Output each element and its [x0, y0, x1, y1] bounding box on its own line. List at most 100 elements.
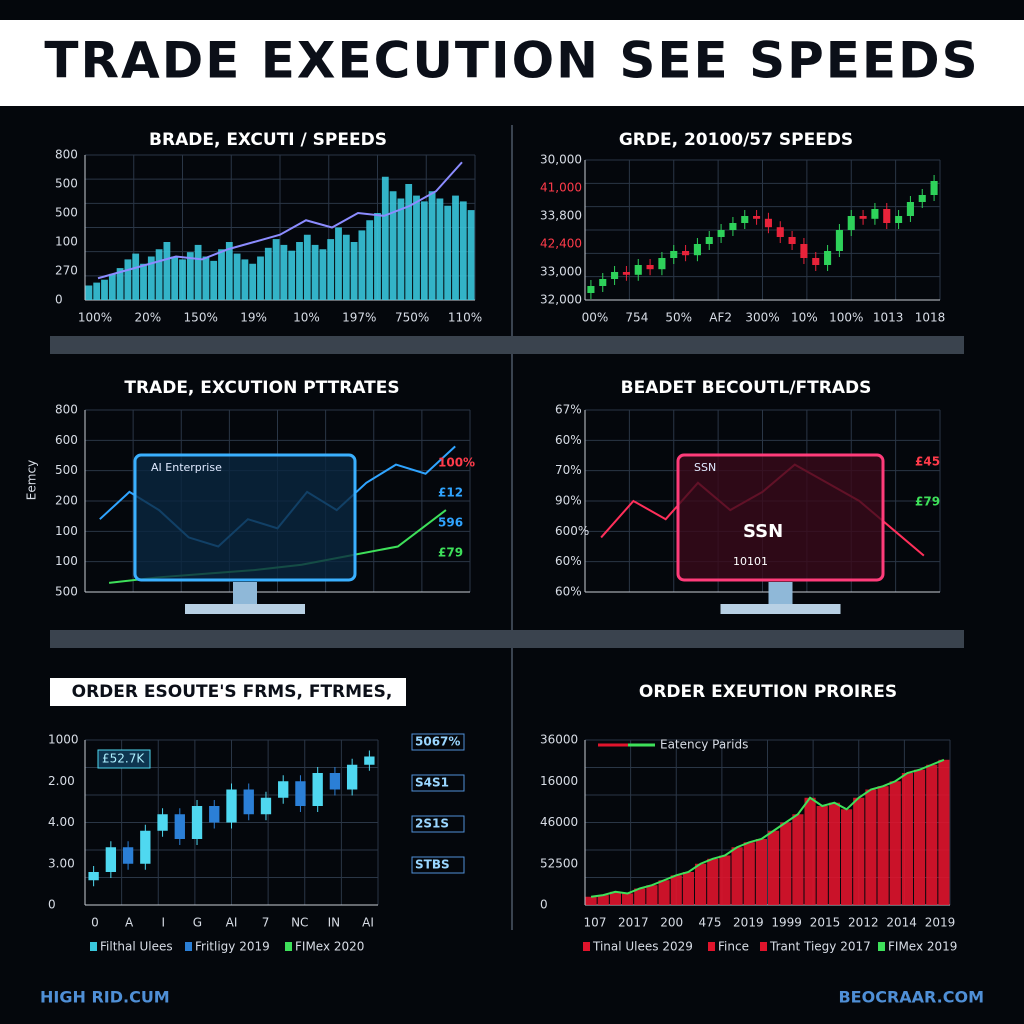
bar: [241, 259, 249, 300]
y-tick-label: 46000: [540, 815, 578, 829]
y-tick-label: 500: [55, 585, 78, 599]
side-label: £79: [915, 495, 940, 509]
side-label: £12: [438, 486, 463, 500]
bar: [780, 822, 792, 905]
bar: [658, 880, 670, 905]
legend-swatch: [185, 942, 192, 951]
candle: [847, 216, 855, 230]
x-tick-label: AI: [362, 916, 374, 930]
bar: [841, 809, 853, 905]
y-tick-label: 500: [55, 206, 78, 220]
bar: [358, 230, 366, 300]
candle: [693, 244, 701, 256]
monitor-base: [185, 604, 305, 614]
bar: [389, 191, 397, 300]
header-band: [0, 20, 1024, 106]
candle: [812, 258, 820, 265]
panel-title: BRADE, EXCUTI / SPEEDS: [149, 130, 387, 150]
legend-swatch: [90, 942, 97, 951]
monitor-label: AI Enterprise: [151, 461, 222, 474]
candle: [140, 830, 151, 864]
bar: [85, 285, 93, 300]
x-tick-label: 200: [660, 916, 683, 930]
x-tick-label: 110%: [448, 311, 482, 325]
candle: [105, 847, 117, 872]
panel-title: GRDE, 20100/57 SPEEDS: [619, 130, 853, 150]
y-tick-label: 500: [55, 177, 78, 191]
bar: [186, 252, 194, 300]
y-tick-label: 60%: [555, 554, 582, 568]
y-tick-label: 100: [55, 554, 78, 568]
bar: [804, 797, 816, 905]
y-tick-label: 800: [55, 148, 78, 162]
side-label: S4S1: [415, 776, 449, 790]
x-tick-label: A: [125, 916, 134, 930]
side-label: STBS: [415, 858, 450, 872]
y-tick-label: 600: [55, 433, 78, 447]
bar: [116, 268, 124, 300]
bar: [280, 244, 288, 300]
legend-label: Fritligy 2019: [195, 940, 270, 954]
bar: [743, 842, 755, 905]
y-tick-label: 200: [55, 494, 78, 508]
bar: [132, 253, 140, 300]
candle: [776, 227, 784, 237]
bar: [889, 781, 901, 905]
bar: [597, 895, 609, 905]
legend-swatch: [878, 942, 885, 951]
candle: [191, 806, 203, 839]
bar: [467, 210, 475, 300]
bar: [682, 872, 694, 905]
footer-left: HIGH RID.CUM: [40, 988, 170, 1007]
tag-box: [411, 733, 465, 751]
candle: [209, 806, 220, 823]
y-tick-label: 67%: [555, 403, 582, 417]
candle: [859, 216, 867, 219]
candle: [611, 272, 619, 279]
bar: [327, 239, 335, 300]
monitor-stand: [768, 582, 793, 604]
monitor-stand: [233, 582, 257, 604]
x-tick-label: IN: [328, 916, 341, 930]
x-tick-label: 50%: [665, 311, 692, 325]
x-tick-label: 2012: [848, 916, 879, 930]
legend-swatch: [708, 942, 715, 951]
bar: [413, 195, 420, 300]
bar: [420, 201, 428, 300]
y-tick-label: 800: [55, 403, 78, 417]
panel-title: BEADET BECOUTL/FTRADS: [621, 378, 872, 398]
y-tick-label: 0: [540, 898, 548, 912]
bar: [101, 279, 108, 300]
bar: [194, 244, 202, 300]
x-tick-label: 2019: [733, 916, 764, 930]
bar: [93, 282, 101, 300]
bar: [218, 249, 225, 300]
legend-swatch: [285, 942, 292, 951]
bar: [731, 847, 743, 905]
bar: [428, 191, 436, 300]
bar: [609, 891, 621, 905]
legend-swatch: [583, 942, 590, 951]
trend-line: [590, 758, 945, 898]
x-tick-label: 300%: [745, 311, 779, 325]
bar: [366, 220, 374, 300]
candle: [278, 781, 289, 798]
x-tick-label: 7: [262, 916, 270, 930]
bar: [163, 242, 171, 300]
monitor-base: [720, 604, 841, 614]
tag-box: [411, 815, 465, 833]
bar: [171, 256, 179, 300]
x-tick-label: 100%: [78, 311, 112, 325]
x-tick-label: 475: [699, 916, 722, 930]
bar: [257, 256, 264, 300]
legend-label: FIMex 2020: [295, 940, 364, 954]
bar: [303, 234, 311, 300]
y-tick-label: 600%: [555, 524, 589, 538]
panel-title: TRADE, EXCUTION PTTRATES: [124, 378, 399, 398]
y-tick-label: 3.00: [48, 856, 75, 870]
bar: [634, 888, 646, 905]
bar: [444, 205, 452, 300]
candle: [295, 781, 306, 806]
y-tick-label: 90%: [555, 494, 582, 508]
candle: [88, 872, 99, 881]
